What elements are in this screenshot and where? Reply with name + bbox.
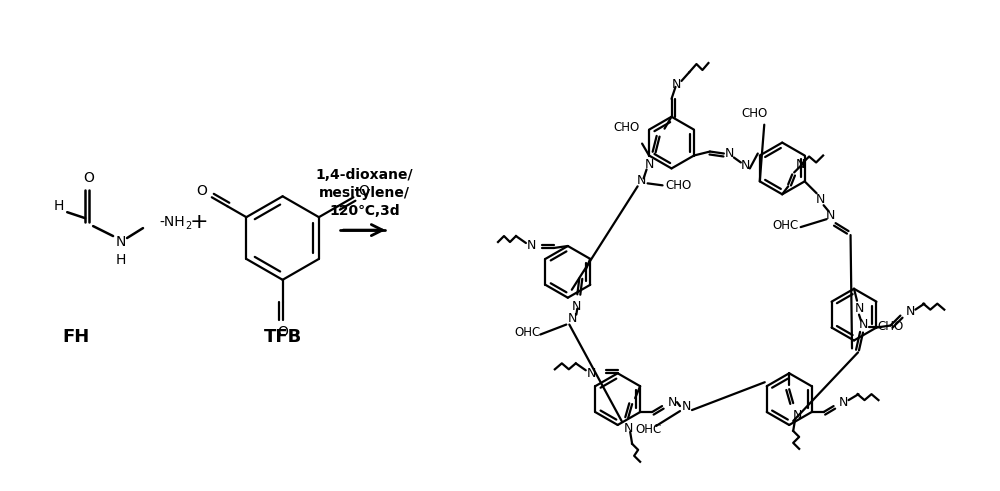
Text: N: N [725,147,735,160]
Text: CHO: CHO [741,107,767,120]
Text: OHC: OHC [773,218,799,232]
Text: +: + [190,212,208,232]
Text: CHO: CHO [878,320,904,333]
Text: mesitylene/: mesitylene/ [319,186,410,200]
Text: TFB: TFB [263,328,302,347]
Text: OHC: OHC [514,326,541,339]
Text: O: O [277,325,288,338]
Text: N: N [667,396,677,409]
Text: O: O [358,184,369,198]
Text: N: N [568,312,577,325]
Text: CHO: CHO [665,179,692,192]
Text: N: N [816,193,825,206]
Text: O: O [84,171,95,186]
Text: N: N [741,159,751,172]
Text: N: N [116,235,126,249]
Text: CHO: CHO [613,121,639,134]
Text: 120℃,3d: 120℃,3d [329,204,400,218]
Text: N: N [623,422,633,436]
Text: O: O [196,184,207,198]
Text: N: N [792,409,802,422]
Text: N: N [906,305,915,318]
Text: -NH: -NH [159,215,185,229]
Text: 2: 2 [185,221,191,231]
Text: H: H [54,199,64,213]
Text: N: N [572,300,581,313]
Text: N: N [839,396,848,409]
Text: N: N [858,318,868,331]
Text: N: N [672,79,681,91]
Text: 1,4-dioxane/: 1,4-dioxane/ [316,168,413,182]
Text: N: N [854,302,864,315]
Text: N: N [795,158,805,171]
Text: N: N [587,367,596,380]
Text: FH: FH [63,328,90,347]
Text: OHC: OHC [635,423,661,436]
Text: N: N [681,400,691,412]
Text: N: N [645,158,654,171]
Text: N: N [826,209,835,221]
Text: N: N [527,240,537,252]
Text: H: H [116,253,126,267]
Text: N: N [637,174,646,187]
